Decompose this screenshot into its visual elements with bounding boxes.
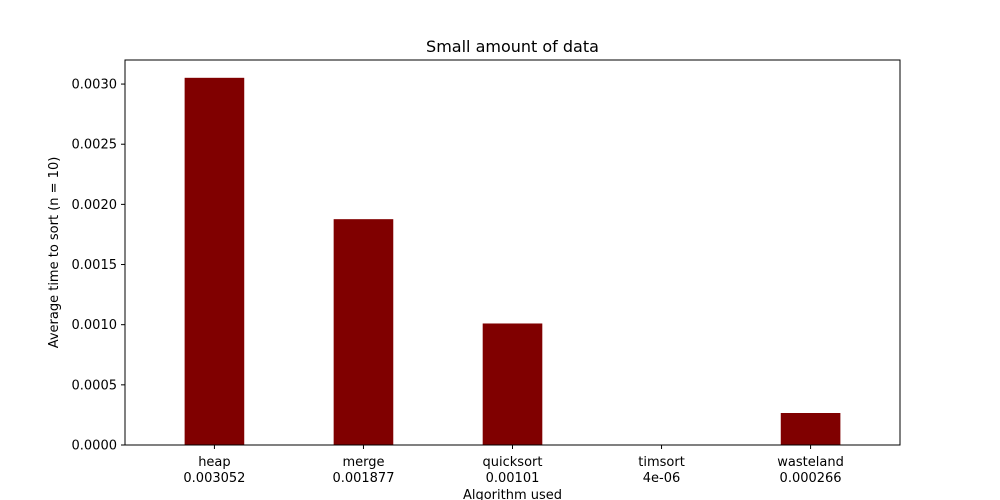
x-tick-label-timsort: timsort [638, 455, 685, 470]
x-tick-label-quicksort: quicksort [483, 455, 543, 470]
x-tick-value-label-quicksort: 0.00101 [486, 471, 540, 486]
x-tick-value-label-merge: 0.001877 [332, 471, 394, 486]
x-tick-label-wasteland: wasteland [777, 455, 844, 470]
x-tick-label-merge: merge [342, 455, 384, 470]
y-tick-label: 0.0025 [72, 138, 118, 153]
y-tick-label: 0.0015 [72, 258, 118, 273]
x-tick-value-label-heap: 0.003052 [183, 471, 245, 486]
x-tick-value-label-wasteland: 0.000266 [780, 471, 842, 486]
y-tick-label: 0.0000 [72, 439, 118, 454]
bar-quicksort [482, 323, 543, 445]
bar-wasteland [780, 413, 841, 445]
y-tick-label: 0.0010 [72, 318, 118, 333]
bar-merge [333, 219, 394, 445]
y-ticks-group: 0.0000 0.0005 0.0010 0.0015 0.0020 0.0025 0.00… [72, 78, 125, 454]
bars-group [184, 77, 841, 445]
y-axis-label: Average time to sort (n = 10) [47, 157, 62, 349]
y-tick-label: 0.0020 [72, 198, 118, 213]
plot-frame [124, 59, 901, 446]
y-tick-label: 0.0030 [72, 78, 118, 93]
y-tick-label: 0.0005 [72, 378, 118, 393]
x-tick-label-heap: heap [198, 455, 230, 470]
bar-heap [184, 77, 245, 445]
x-tick-value-label-timsort: 4e-06 [643, 471, 681, 486]
x-axis-label: Algorithm used [463, 488, 562, 500]
chart-title: Small amount of data [426, 37, 599, 56]
